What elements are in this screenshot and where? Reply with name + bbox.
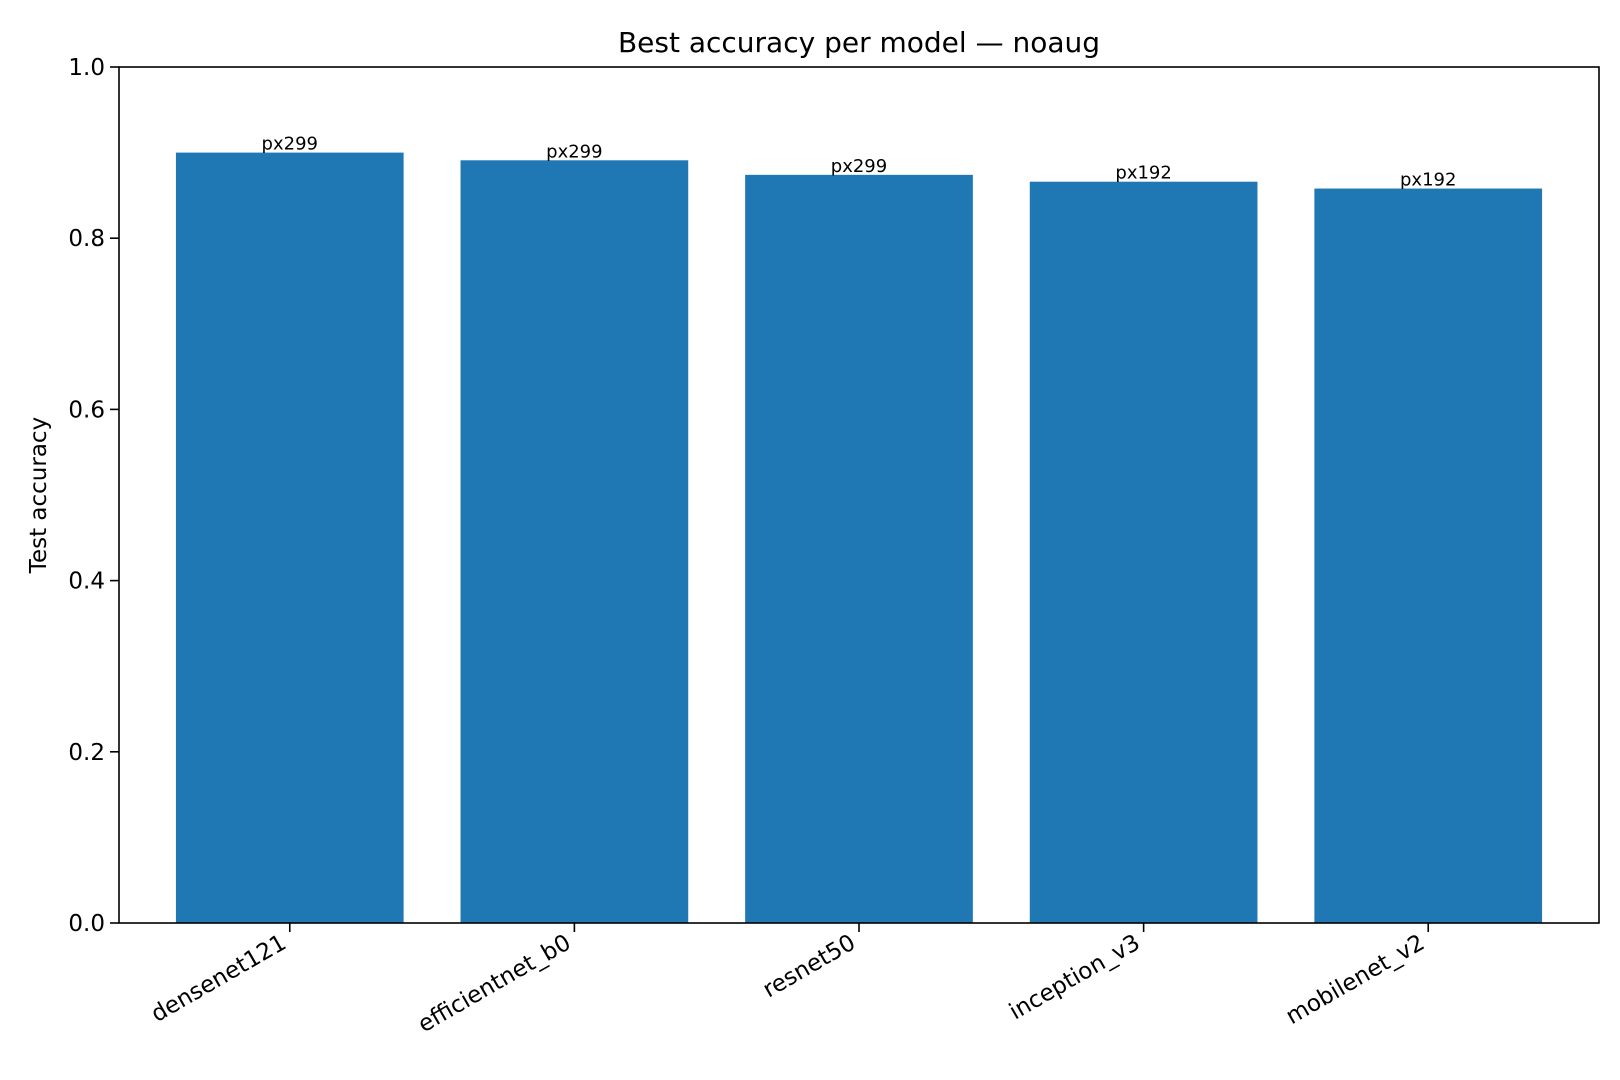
y-tick-label-1.0: 1.0 — [68, 55, 105, 81]
data-label-densenet121: px299 — [262, 134, 318, 155]
y-axis-label: Test accuracy — [26, 417, 52, 574]
data-label-resnet50: px299 — [831, 156, 887, 177]
bar-inception_v3 — [1029, 181, 1258, 924]
y-tick-label-0.8: 0.8 — [68, 226, 105, 252]
bar-efficientnet_b0 — [460, 160, 689, 923]
chart-title: Best accuracy per model — noaug — [618, 26, 1100, 59]
data-label-efficientnet_b0: px299 — [546, 141, 602, 162]
bar-mobilenet_v2 — [1314, 188, 1543, 923]
y-tick-label-0.2: 0.2 — [68, 740, 105, 766]
data-label-inception_v3: px192 — [1115, 163, 1171, 184]
data-labels-group: px299 px299 px299 px192 px192 — [262, 134, 1457, 191]
y-tick-label-0.4: 0.4 — [68, 569, 105, 595]
data-label-mobilenet_v2: px192 — [1400, 170, 1456, 191]
bars-group — [175, 152, 1543, 924]
y-axis-ticks: 0.0 0.2 0.4 0.6 0.8 1.0 — [68, 55, 119, 937]
bar-resnet50 — [745, 174, 973, 923]
y-tick-label-0.6: 0.6 — [68, 397, 105, 423]
bar-densenet121 — [175, 152, 404, 924]
y-tick-label-0.0: 0.0 — [68, 911, 105, 937]
